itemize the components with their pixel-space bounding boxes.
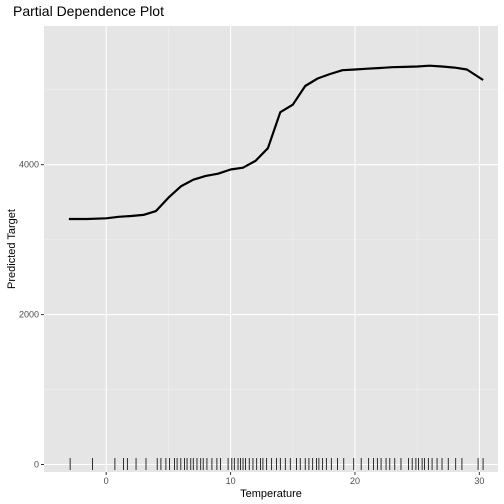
chart-title: Partial Dependence Plot	[13, 3, 164, 19]
y-axis-title: Predicted Target	[6, 209, 18, 289]
rug-marks	[69, 458, 484, 470]
y-tick-label: 4000	[19, 160, 39, 170]
x-tick-label: 10	[226, 476, 236, 486]
plot-panel	[44, 26, 498, 472]
x-tick-label: 30	[474, 476, 484, 486]
series-line	[68, 64, 484, 221]
grid-lines	[44, 26, 498, 472]
x-axis-title: Temperature	[240, 488, 302, 500]
y-axis: 0 2000 4000	[19, 160, 44, 470]
x-axis: 0 10 20 30	[104, 472, 484, 486]
x-tick-label: 20	[350, 476, 360, 486]
y-tick-label: 0	[34, 460, 39, 470]
x-tick-label: 0	[104, 476, 109, 486]
y-tick-label: 2000	[19, 310, 39, 320]
